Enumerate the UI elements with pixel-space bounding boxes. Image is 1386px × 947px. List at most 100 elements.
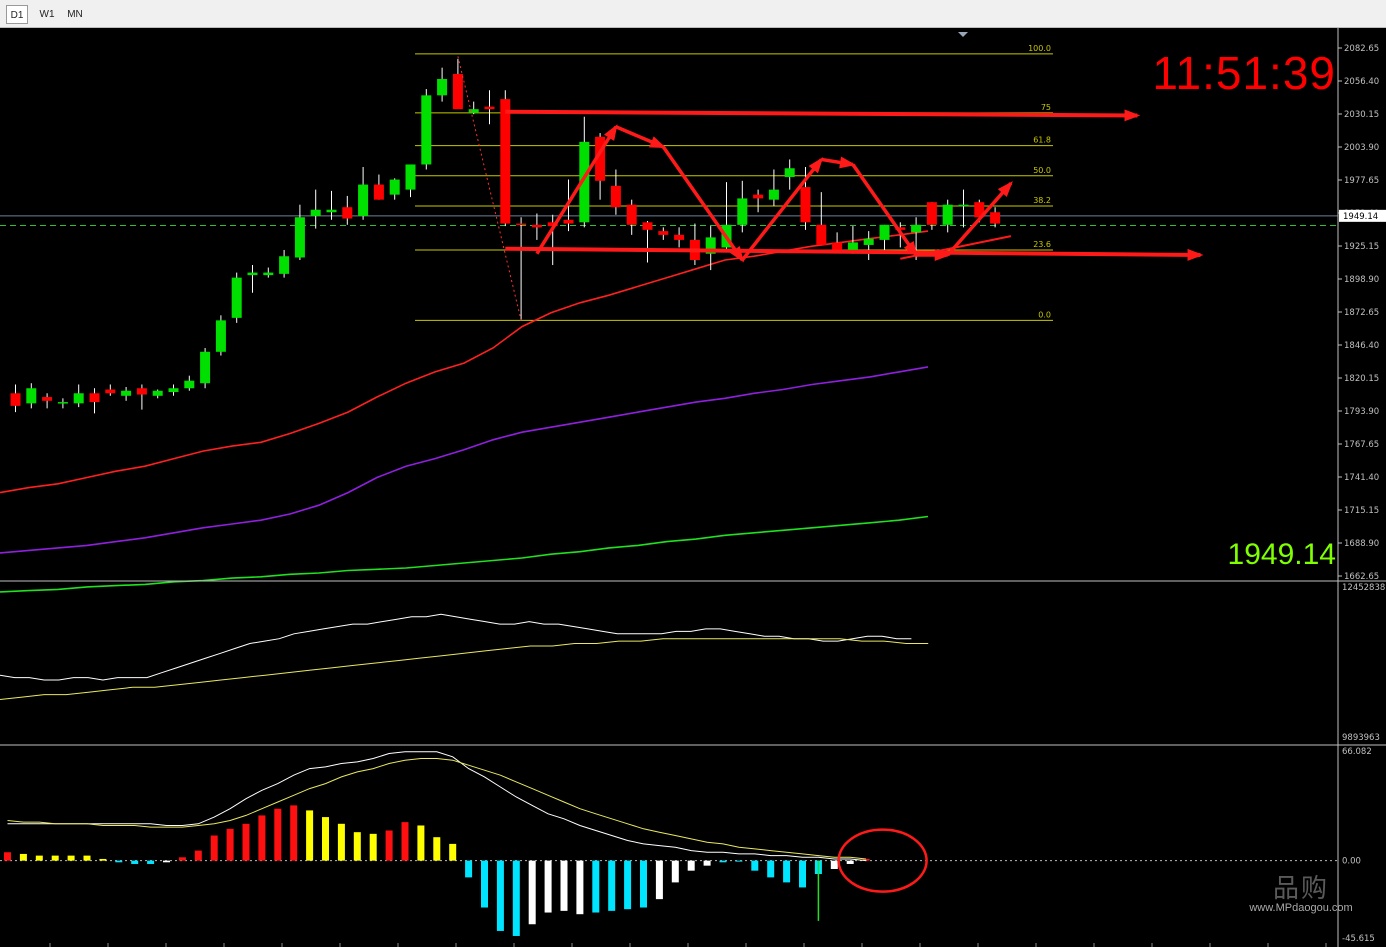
retracement-dashed-line	[457, 56, 522, 321]
macd-histogram-bar	[449, 843, 457, 861]
candle-body	[768, 189, 779, 200]
candle-body	[784, 168, 795, 178]
candle-body	[895, 227, 906, 230]
macd-histogram-bar	[512, 860, 520, 936]
candle-body	[184, 380, 195, 389]
macd-histogram-bar	[544, 860, 552, 913]
current-price-display: 1949.14	[1227, 538, 1336, 571]
volume-axis-label: 9893963	[1342, 733, 1380, 743]
candle-body	[168, 388, 179, 393]
fib-level-label: 61.8	[1033, 136, 1051, 145]
macd-histogram-bar	[830, 860, 838, 870]
macd-histogram-bar	[337, 823, 345, 861]
fib-level-label: 23.6	[1033, 240, 1051, 249]
candle-body	[737, 198, 748, 225]
macd-histogram-bar	[115, 860, 123, 863]
macd-histogram-bar	[528, 860, 536, 925]
fib-level-label: 75	[1041, 103, 1051, 112]
macd-histogram-bar	[274, 808, 282, 861]
candle-body	[531, 224, 542, 228]
watermark-url: www.MPdaogou.com	[1249, 902, 1353, 914]
macd-histogram-bar	[465, 860, 473, 878]
tab-mn[interactable]: MN	[67, 9, 83, 20]
macd-histogram-bar	[767, 860, 775, 878]
macd-histogram-bar	[290, 805, 298, 861]
macd-histogram-bar	[178, 857, 186, 861]
candle-body	[279, 256, 290, 274]
macd-histogram-bar	[226, 828, 234, 861]
zigzag-arrow	[740, 157, 824, 262]
fib-level-label: 38.2	[1033, 196, 1051, 205]
fib-level-label: 0.0	[1038, 310, 1051, 319]
tab-w1[interactable]: W1	[39, 9, 55, 20]
scroll-marker-icon	[958, 32, 968, 37]
macd-histogram-bar	[51, 855, 59, 861]
candle-body	[658, 231, 669, 235]
macd-histogram-bar	[751, 860, 759, 871]
macd-histogram-bar	[306, 810, 314, 861]
macd-histogram-bar	[4, 852, 11, 861]
candle-body	[942, 204, 953, 225]
candle-body	[326, 209, 337, 213]
candle-body	[263, 272, 274, 276]
price-axis-label: 1925.15	[1344, 242, 1379, 252]
macd-histogram-bar	[19, 853, 27, 861]
price-axis-label: 1898.90	[1344, 275, 1379, 285]
macd-histogram-bar	[846, 860, 854, 864]
highlight-circle	[837, 828, 928, 893]
timeframe-toolbar: D1 W1 MN	[0, 0, 1386, 28]
annotation-arrow	[505, 109, 1141, 122]
candle-body	[563, 219, 574, 224]
watermark-logo: 品购	[1272, 873, 1329, 903]
macd-axis-label: 0.00	[1342, 857, 1361, 867]
moving-average-short	[0, 230, 929, 494]
price-axis-label: 1820.15	[1344, 374, 1379, 384]
candle-body	[847, 242, 858, 252]
candle-body	[421, 95, 432, 165]
annotation-arrow	[505, 246, 1204, 261]
candle-body	[89, 393, 100, 403]
moving-average-mid	[0, 366, 929, 554]
macd-histogram-bar	[83, 855, 91, 861]
price-axis-label: 2056.40	[1344, 77, 1379, 87]
macd-histogram-bar	[147, 860, 155, 864]
macd-histogram-bar	[496, 860, 504, 931]
price-axis: 2082.652056.402030.152003.901977.651951.…	[0, 28, 1386, 947]
macd-histogram-bar	[592, 860, 600, 913]
candle-body	[10, 393, 21, 406]
candle-body	[500, 99, 511, 224]
tab-d1[interactable]: D1	[6, 5, 28, 24]
candle-body	[342, 207, 353, 219]
candle-body	[247, 272, 258, 276]
zigzag-arrow	[535, 124, 618, 255]
macd-histogram-bar	[433, 837, 441, 861]
macd-histogram-bar	[799, 860, 806, 888]
volume-line-fast	[0, 613, 912, 681]
fib-level-label: 50.0	[1033, 166, 1051, 175]
price-axis-label: 2003.90	[1344, 143, 1379, 153]
candle-body	[879, 224, 890, 240]
macd-histogram-bar	[560, 860, 568, 911]
candle-body	[437, 78, 448, 96]
macd-histogram-bar	[99, 858, 107, 861]
candle-body	[926, 202, 937, 225]
candle-body	[705, 237, 716, 254]
zigzag-arrow	[615, 125, 667, 149]
candle-body	[294, 217, 305, 258]
candle-body	[579, 141, 590, 223]
macd-histogram-bar	[624, 860, 632, 910]
volume-panel	[0, 613, 929, 700]
candle-body	[200, 351, 211, 384]
macd-histogram-bar	[210, 835, 218, 861]
candle-body	[26, 388, 37, 404]
candle-body	[595, 136, 606, 181]
price-axis-label: 1977.65	[1344, 176, 1379, 186]
candle-body	[310, 209, 321, 217]
price-axis-label: 1662.65	[1344, 572, 1379, 582]
candle-body	[405, 164, 416, 190]
macd-histogram-bar	[671, 860, 679, 883]
price-axis-label: 1846.40	[1344, 341, 1379, 351]
candle-body	[105, 389, 116, 394]
macd-histogram-bar	[242, 823, 250, 861]
